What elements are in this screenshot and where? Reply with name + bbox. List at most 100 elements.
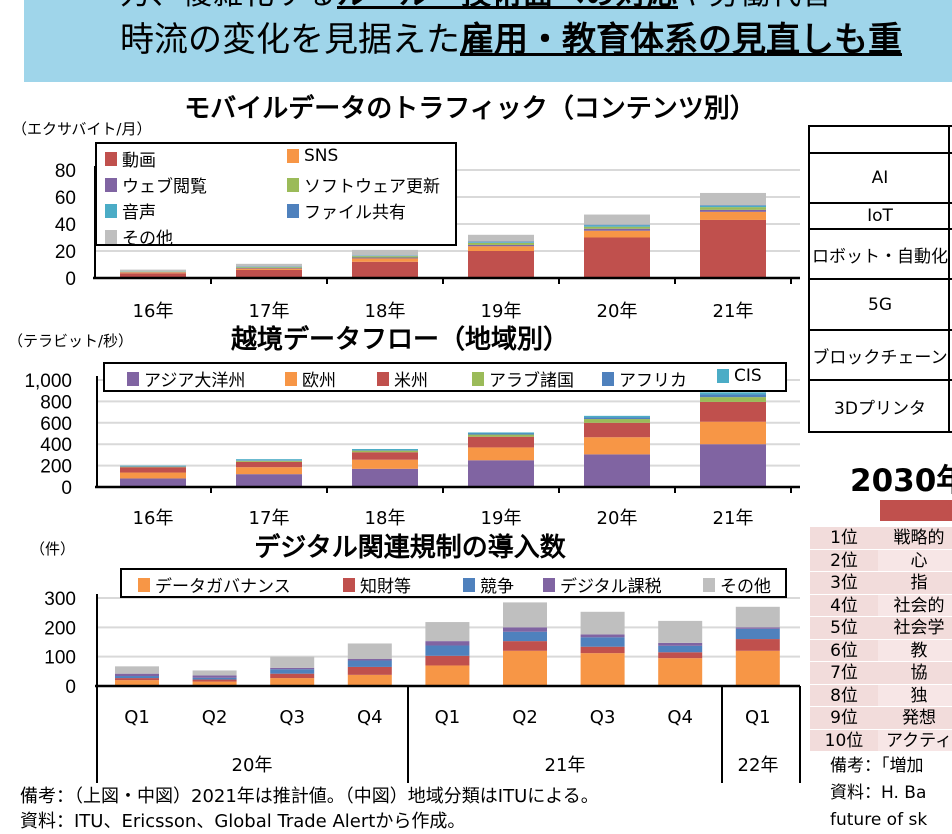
y-tick-label: 0 xyxy=(65,677,76,698)
bar-segment xyxy=(468,242,534,245)
ranking-row: 9位 発想 xyxy=(810,707,952,730)
bar-segment xyxy=(236,459,302,461)
bar-segment xyxy=(120,478,186,487)
bar-segment xyxy=(735,639,780,651)
bar-segment xyxy=(192,670,237,676)
bar-segment xyxy=(700,205,766,206)
bar-segment xyxy=(236,474,302,487)
ranking-row: 3位指 xyxy=(810,572,952,595)
legend-item: アラブ諸国 xyxy=(472,366,574,391)
legend-label: 欧州 xyxy=(302,371,336,391)
bar-segment xyxy=(425,655,470,666)
ranking-source: 資料：H. Ba xyxy=(830,783,927,803)
legend-swatch xyxy=(138,577,150,592)
ranking-note: 備考：「増加 xyxy=(830,756,924,776)
bar-segment xyxy=(270,656,315,668)
skill-label: 指 xyxy=(878,572,952,595)
bar-segment xyxy=(236,268,302,269)
legend-label: ファイル共有 xyxy=(304,203,406,223)
rank-label: 3位 xyxy=(810,572,878,595)
bar-segment xyxy=(580,653,625,686)
bar-segment xyxy=(425,665,470,686)
bar-segment xyxy=(120,465,186,467)
x-tick-label: Q2 xyxy=(202,707,228,728)
bar-segment xyxy=(192,677,237,680)
ranking-header-bar xyxy=(880,500,952,521)
bar-segment xyxy=(425,645,470,656)
bar-segment xyxy=(658,620,703,643)
bar-segment xyxy=(120,467,186,473)
bar-segment xyxy=(700,205,766,208)
bar-segment xyxy=(270,673,315,679)
bar-segment xyxy=(115,673,159,677)
bar-segment xyxy=(347,660,392,667)
group-label: 22年 xyxy=(738,755,779,776)
legend-swatch xyxy=(105,229,117,244)
chart2-legend: アジア大洋州 欧州 米州 アラブ諸国 アフリカ CIS xyxy=(103,362,787,392)
bar-segment xyxy=(584,419,650,423)
bar-segment xyxy=(192,679,237,682)
x-tick-label: 20年 xyxy=(597,301,638,322)
rank-label: 10位 xyxy=(810,729,878,752)
bar-segment xyxy=(468,234,534,242)
x-tick-label: 20年 xyxy=(597,508,638,529)
legend-item: 動画 xyxy=(105,146,156,171)
legend-label: 競争 xyxy=(480,577,514,597)
legend-item: その他 xyxy=(703,572,771,597)
skill-label: 社会的 xyxy=(878,594,952,617)
bar-segment xyxy=(236,267,302,269)
bar-segment xyxy=(658,645,703,653)
x-tick-label: 17年 xyxy=(249,301,290,322)
legend-swatch xyxy=(717,369,729,383)
bar-segment xyxy=(425,641,470,646)
chart2-title: 越境データフロー（地域別） xyxy=(230,325,570,355)
bar-segment xyxy=(468,251,534,278)
banner-line-2: 時流の変化を見据えた雇用・教育体系の見直しも重 xyxy=(120,20,902,60)
bar-segment xyxy=(270,678,315,686)
skill-label: 戦略的 xyxy=(878,527,952,550)
bar-segment xyxy=(580,611,625,635)
bar-segment xyxy=(584,437,650,455)
legend-swatch xyxy=(472,371,484,386)
bar-segment xyxy=(352,468,418,487)
y-tick-label: 0 xyxy=(65,269,76,290)
ranking-title: 2030年 xyxy=(850,463,952,499)
legend-item: 音声 xyxy=(105,198,156,223)
bar-segment xyxy=(584,214,650,225)
bar-segment xyxy=(580,646,625,654)
x-tick-label: 16年 xyxy=(133,301,174,322)
bar-segment xyxy=(735,606,780,628)
legend-item: その他 xyxy=(105,224,173,249)
bar-segment xyxy=(347,666,392,675)
bar-segment xyxy=(115,678,159,681)
bar-segment xyxy=(352,450,418,451)
ranking-row: 5位 社会学 xyxy=(810,617,952,640)
legend-swatch xyxy=(377,371,389,386)
bar-segment xyxy=(584,226,650,229)
bar-segment xyxy=(468,433,534,435)
legend-label: アラブ諸国 xyxy=(489,371,574,391)
tech-row: 5G xyxy=(810,280,952,331)
bar-segment xyxy=(700,192,766,206)
tech-row: IoT xyxy=(810,204,952,230)
y-tick-label: 40 xyxy=(55,215,76,236)
bar-segment xyxy=(584,422,650,438)
bar-segment xyxy=(352,258,418,262)
legend-item: ソフトウェア更新 xyxy=(287,172,440,197)
bar-segment xyxy=(468,242,534,243)
bar-segment xyxy=(236,269,302,278)
bar-segment xyxy=(468,244,534,247)
ranking-row: 6位教 xyxy=(810,639,952,662)
y-tick-label: 300 xyxy=(44,589,76,610)
ranking-row: 4位 社会的 xyxy=(810,594,952,617)
bar-segment xyxy=(700,401,766,422)
bar-segment xyxy=(503,641,547,651)
ranking-row: 1位 戦略的 xyxy=(810,527,952,550)
legend-swatch xyxy=(602,371,614,386)
legend-item: 競争 xyxy=(463,572,514,597)
x-tick-label: 18年 xyxy=(365,301,406,322)
y-tick-label: 100 xyxy=(44,648,76,669)
legend-item: アフリカ xyxy=(602,366,687,391)
tech-table: AI IoT ロボット・自動化 5G ブロックチェーン 3Dプリンタ xyxy=(808,125,952,433)
x-tick-label: 17年 xyxy=(249,508,290,529)
